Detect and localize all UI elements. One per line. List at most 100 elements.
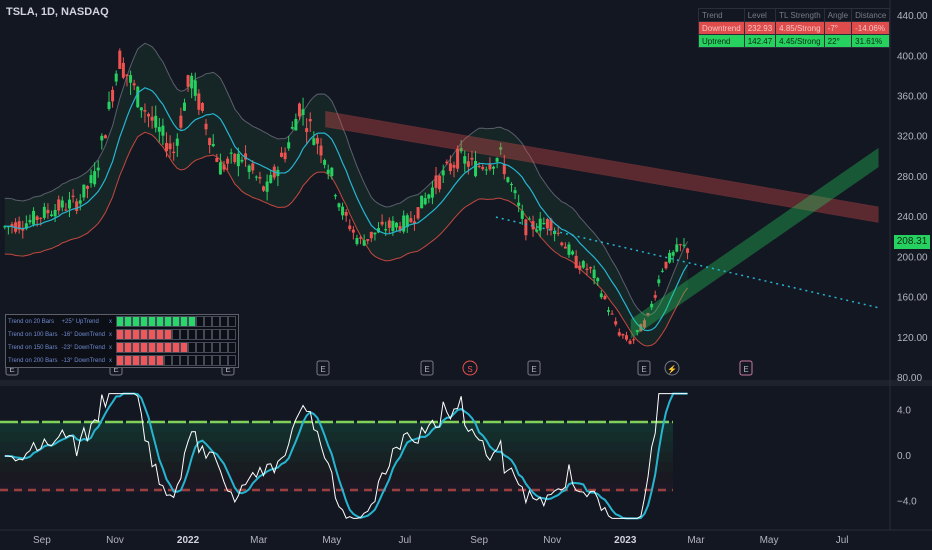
- candle-body: [215, 158, 219, 162]
- y-tick-label: 320.00: [897, 132, 928, 143]
- candle-body: [416, 207, 420, 219]
- candle-body: [57, 199, 61, 211]
- candle-body: [107, 101, 111, 109]
- candle-body: [46, 209, 50, 214]
- earnings-marker: E: [420, 360, 434, 376]
- osc-y-tick-label: −4.0: [897, 496, 917, 507]
- candle-body: [35, 216, 39, 221]
- candle-body: [492, 166, 496, 169]
- candle-body: [269, 174, 273, 183]
- candle-body: [190, 75, 194, 89]
- candle-body: [484, 169, 488, 171]
- candle-body: [121, 62, 125, 78]
- candle-body: [100, 135, 104, 141]
- osc-y-tick-label: 4.0: [897, 406, 911, 417]
- candle-body: [10, 224, 14, 228]
- bars-row-value: -16° DownTrend: [61, 331, 106, 338]
- marker-label: E: [641, 365, 646, 374]
- marker-label: E: [9, 365, 14, 374]
- y-tick-label: 360.00: [897, 91, 928, 102]
- y-tick-label: 120.00: [897, 333, 928, 344]
- candle-body: [218, 162, 222, 175]
- marker-shape: [637, 360, 651, 376]
- candle-body: [481, 166, 485, 170]
- earnings-marker: E: [739, 360, 753, 376]
- candle-body: [42, 206, 46, 218]
- candle-body: [635, 330, 639, 332]
- uptrend-level: 142.47: [743, 34, 777, 48]
- candle-body: [186, 75, 190, 87]
- marker-label: E: [225, 365, 230, 374]
- downtrend-channel: [325, 110, 879, 223]
- marker-label: S: [467, 365, 472, 374]
- candle-body: [571, 251, 575, 255]
- candle-body: [71, 195, 75, 197]
- bars-row-cells: [114, 341, 239, 354]
- bars-row-value: +25° UpTrend: [61, 318, 99, 325]
- bars-cell: [172, 342, 181, 353]
- candle-body: [312, 138, 316, 145]
- uptrend-strength: 4.45/Strong: [775, 34, 825, 48]
- candle-body: [538, 218, 542, 231]
- candle-body: [624, 335, 628, 340]
- bars-cell: [156, 329, 165, 340]
- candle-body: [165, 143, 169, 152]
- candle-body: [118, 50, 122, 69]
- bars-cell: [212, 329, 221, 340]
- candle-body: [524, 219, 528, 236]
- bars-cell: [228, 329, 237, 340]
- candle-body: [229, 152, 233, 154]
- bars-row-cells: [114, 315, 239, 329]
- candle-body: [682, 244, 686, 246]
- candle-body: [204, 123, 208, 130]
- marker-label: E: [743, 365, 748, 374]
- candle-body: [182, 102, 186, 111]
- candle-body: [326, 169, 330, 174]
- candle-body: [64, 209, 68, 211]
- pane-separator: [0, 380, 932, 386]
- candle-body: [423, 198, 427, 205]
- candle-body: [96, 167, 100, 171]
- candle-body: [21, 228, 25, 231]
- candle-body: [139, 107, 143, 111]
- trend-table-header: Trend Level TL Strength Angle Distance: [698, 8, 891, 22]
- candle-body: [686, 248, 690, 253]
- bars-cell: [140, 355, 149, 366]
- candle-body: [545, 219, 549, 229]
- bars-cell: [164, 355, 173, 366]
- downtrend-row: Downtrend 232.93 4.85/Strong -7° -14.06%: [698, 21, 891, 35]
- candle-body: [560, 242, 564, 246]
- candle-body: [430, 187, 434, 198]
- candle-body: [315, 137, 319, 144]
- candle-body: [556, 232, 560, 234]
- bars-row-value: -23° DownTrend: [61, 344, 106, 351]
- osc-band: [0, 432, 673, 442]
- candle-body: [244, 153, 248, 160]
- candle-body: [150, 116, 154, 121]
- split-marker: S: [462, 360, 478, 376]
- candle-body: [197, 93, 201, 110]
- candle-body: [319, 145, 323, 156]
- bars-cell: [132, 355, 141, 366]
- candle-body: [103, 135, 107, 139]
- bars-row-mark: x: [109, 357, 113, 364]
- bars-row-mark: x: [109, 331, 113, 338]
- bars-cell: [172, 316, 181, 327]
- candle-body: [60, 200, 64, 208]
- candle-body: [664, 261, 668, 269]
- candle-body: [75, 201, 79, 211]
- candle-body: [369, 231, 373, 239]
- marker-label: E: [424, 365, 429, 374]
- bars-cell: [132, 342, 141, 353]
- earnings-marker: E: [637, 360, 651, 376]
- bars-row-mark: x: [109, 344, 113, 351]
- candle-body: [136, 86, 140, 108]
- bars-cell: [204, 355, 213, 366]
- bars-row-label: Trend on 100 Bars: [8, 331, 58, 338]
- candle-body: [607, 310, 611, 312]
- candle-body: [39, 217, 43, 219]
- y-tick-label: 200.00: [897, 252, 928, 263]
- downtrend-level: 232.93: [743, 21, 777, 35]
- candle-body: [254, 176, 258, 178]
- marker-label: ⚡: [667, 364, 677, 374]
